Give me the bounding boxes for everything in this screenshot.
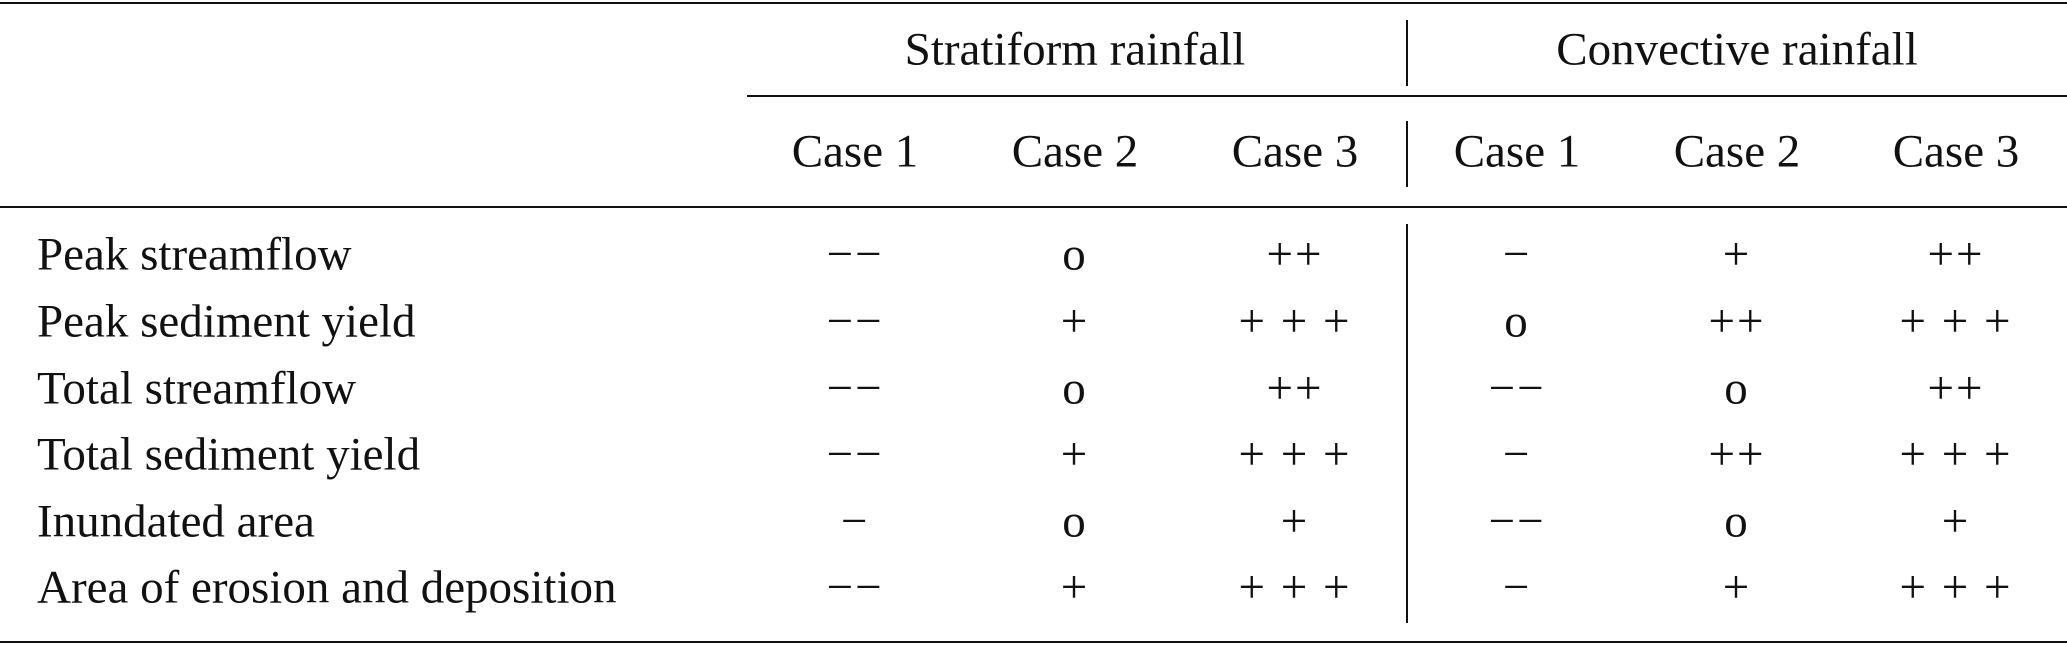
cell: −− (826, 362, 884, 415)
cell: ++ (1927, 362, 1985, 415)
cell: o (1062, 228, 1088, 281)
cell: o (1504, 295, 1530, 348)
divider (1406, 224, 1408, 623)
top-rule (0, 2, 2067, 4)
cell: − (840, 495, 870, 548)
cell: + (1280, 495, 1310, 548)
cell: − (1502, 228, 1532, 281)
row-label: Peak streamflow (37, 228, 352, 281)
column-header: Case 2 (1011, 125, 1139, 178)
divider (1406, 121, 1408, 187)
cell: o (1724, 362, 1750, 415)
cell: ++ (1708, 295, 1766, 348)
cell: ++ (1708, 428, 1766, 481)
row-label: Peak sediment yield (37, 295, 416, 348)
cell: ++ (1927, 228, 1985, 281)
row-label: Area of erosion and deposition (37, 561, 617, 614)
row-label: Inundated area (37, 495, 315, 548)
cell: + (1060, 561, 1090, 614)
cell: + (1722, 228, 1752, 281)
cell: + (1941, 495, 1971, 548)
cell: −− (826, 561, 884, 614)
cell: + + + (1238, 561, 1352, 614)
cell: −− (826, 428, 884, 481)
cell: −− (1488, 495, 1546, 548)
column-header: Case 1 (1453, 125, 1581, 178)
column-header: Case 3 (1231, 125, 1359, 178)
bottom-rule (0, 641, 2067, 643)
group-header: Stratiform rainfall (904, 23, 1246, 76)
divider (1406, 20, 1408, 86)
cell: + + + (1899, 428, 2013, 481)
cell: + (1060, 295, 1090, 348)
cell: + (1722, 561, 1752, 614)
cell: −− (1488, 362, 1546, 415)
cell: − (1502, 561, 1532, 614)
cell: + + + (1899, 295, 2013, 348)
column-header: Case 3 (1892, 125, 2020, 178)
cell: −− (826, 228, 884, 281)
cell: ++ (1266, 362, 1324, 415)
cell: + (1060, 428, 1090, 481)
cell: o (1062, 362, 1088, 415)
header-rule (0, 206, 2067, 208)
column-header: Case 1 (791, 125, 919, 178)
cell: + + + (1899, 561, 2013, 614)
cell: o (1724, 495, 1750, 548)
cell: + + + (1238, 295, 1352, 348)
group-header: Convective rainfall (1556, 23, 1918, 76)
cell: + + + (1238, 428, 1352, 481)
row-label: Total sediment yield (37, 428, 421, 481)
cell: −− (826, 295, 884, 348)
cell: ++ (1266, 228, 1324, 281)
row-label: Total streamflow (37, 362, 357, 415)
group-rule (747, 95, 2067, 97)
cell: o (1062, 495, 1088, 548)
cell: − (1502, 428, 1532, 481)
column-header: Case 2 (1673, 125, 1801, 178)
